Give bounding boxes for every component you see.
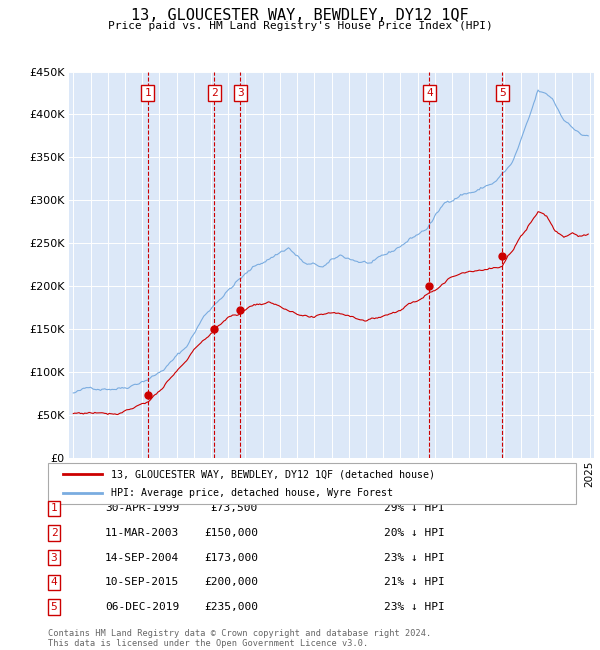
Text: 20% ↓ HPI: 20% ↓ HPI: [384, 528, 445, 538]
Text: 5: 5: [499, 88, 506, 97]
Text: 11-MAR-2003: 11-MAR-2003: [105, 528, 179, 538]
Text: 13, GLOUCESTER WAY, BEWDLEY, DY12 1QF (detached house): 13, GLOUCESTER WAY, BEWDLEY, DY12 1QF (d…: [111, 469, 435, 479]
Text: £200,000: £200,000: [204, 577, 258, 588]
Text: 14-SEP-2004: 14-SEP-2004: [105, 552, 179, 563]
Text: 2: 2: [50, 528, 58, 538]
Text: Contains HM Land Registry data © Crown copyright and database right 2024.: Contains HM Land Registry data © Crown c…: [48, 629, 431, 638]
Text: 4: 4: [50, 577, 58, 588]
Text: 29% ↓ HPI: 29% ↓ HPI: [384, 503, 445, 514]
Text: 4: 4: [426, 88, 433, 97]
Text: 3: 3: [50, 552, 58, 563]
Text: Price paid vs. HM Land Registry's House Price Index (HPI): Price paid vs. HM Land Registry's House …: [107, 21, 493, 31]
Text: £73,500: £73,500: [211, 503, 258, 514]
Text: HPI: Average price, detached house, Wyre Forest: HPI: Average price, detached house, Wyre…: [111, 488, 393, 498]
Text: 10-SEP-2015: 10-SEP-2015: [105, 577, 179, 588]
Text: 1: 1: [145, 88, 151, 97]
Text: 30-APR-1999: 30-APR-1999: [105, 503, 179, 514]
Text: 06-DEC-2019: 06-DEC-2019: [105, 602, 179, 612]
Text: £173,000: £173,000: [204, 552, 258, 563]
Text: 2: 2: [211, 88, 218, 97]
Text: 3: 3: [237, 88, 244, 97]
Text: This data is licensed under the Open Government Licence v3.0.: This data is licensed under the Open Gov…: [48, 639, 368, 648]
Text: 1: 1: [50, 503, 58, 514]
Text: £150,000: £150,000: [204, 528, 258, 538]
Text: 13, GLOUCESTER WAY, BEWDLEY, DY12 1QF: 13, GLOUCESTER WAY, BEWDLEY, DY12 1QF: [131, 8, 469, 23]
Text: 5: 5: [50, 602, 58, 612]
Text: £235,000: £235,000: [204, 602, 258, 612]
Text: 23% ↓ HPI: 23% ↓ HPI: [384, 552, 445, 563]
Text: 21% ↓ HPI: 21% ↓ HPI: [384, 577, 445, 588]
Text: 23% ↓ HPI: 23% ↓ HPI: [384, 602, 445, 612]
